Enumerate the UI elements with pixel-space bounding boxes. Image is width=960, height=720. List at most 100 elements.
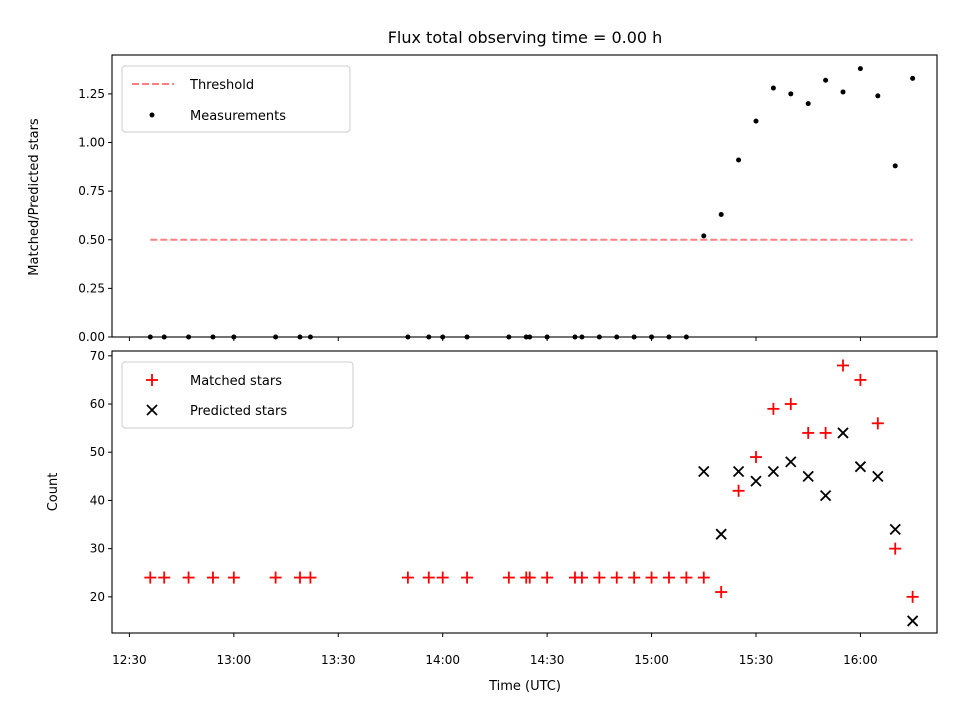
x-axis-label: Time (UTC) [488, 679, 561, 694]
measurement-point [701, 233, 707, 239]
predicted-stars-legend-marker [146, 404, 158, 416]
measurement-point [857, 66, 863, 72]
bottom-y-tick-label: 50 [90, 445, 105, 459]
matched-star-point [819, 426, 832, 439]
bottom-axes-frame [111, 350, 938, 634]
measurement-point [910, 75, 916, 81]
x-tick-label: 15:30 [739, 653, 774, 667]
x-tick-label: 14:30 [530, 653, 565, 667]
predicted-star-point [906, 615, 919, 627]
measurement-point [718, 211, 724, 217]
predicted-star-point [715, 528, 727, 540]
matched-star-point [541, 571, 554, 584]
predicted-star-point [854, 461, 867, 473]
predicted-stars-legend-label: Predicted stars [190, 404, 287, 419]
matched-star-point [889, 542, 902, 555]
matched-star-point [593, 571, 606, 584]
top-y-tick-label: 1.25 [78, 87, 105, 101]
x-tick-label: 12:30 [112, 653, 147, 667]
x-tick-label: 13:30 [321, 653, 356, 667]
measurement-point [823, 77, 829, 83]
measurement-point [736, 157, 742, 163]
matched-star-point [401, 571, 414, 584]
bottom-y-axis-label: Count [46, 473, 61, 512]
matched-star-point [680, 571, 693, 584]
matched-star-point [749, 451, 762, 464]
bottom-y-tick-label: 30 [90, 542, 105, 556]
threshold-legend-label: Threshold [189, 78, 254, 93]
measurement-point [892, 163, 898, 169]
x-tick-label: 13:00 [217, 653, 252, 667]
predicted-star-point [819, 489, 832, 502]
top-chart-title: Flux total observing time = 0.00 h [388, 28, 663, 47]
top-legend-box [121, 65, 351, 133]
bottom-legend: Matched stars Predicted stars [121, 361, 354, 429]
matched-star-point [502, 571, 515, 584]
predicted-star-point [802, 470, 814, 482]
top-y-tick-label: 0.00 [78, 330, 105, 344]
predicted-star-point [750, 475, 762, 487]
matched-star-point [645, 571, 658, 584]
predicted-star-point [698, 465, 710, 478]
top-axes-frame [111, 54, 938, 338]
measurement-point [840, 89, 846, 95]
matched-star-point [854, 373, 867, 386]
matched-star-point [304, 571, 317, 584]
matched-star-point [206, 571, 219, 584]
matched-star-point [293, 571, 306, 584]
matched-star-point [144, 571, 157, 584]
x-tick-label: 16:00 [843, 653, 878, 667]
matched-star-point [422, 571, 435, 584]
matched-stars-legend-label: Matched stars [190, 374, 282, 389]
matched-star-point [436, 571, 449, 584]
matched-star-point [767, 402, 780, 415]
top-legend: Threshold Measurements [121, 65, 351, 133]
matched-star-point [523, 571, 536, 584]
matched-star-point [158, 571, 171, 584]
top-y-tick-label: 1.00 [78, 136, 105, 150]
matched-stars-legend-marker [146, 374, 158, 386]
matched-star-point [732, 484, 745, 497]
bottom-y-tick-label: 60 [90, 397, 105, 411]
matched-star-point [662, 571, 675, 584]
bottom-y-tick-label: 70 [90, 349, 105, 363]
top-y-tick-label: 0.25 [78, 281, 105, 295]
measurements-legend-label: Measurements [190, 109, 286, 124]
matched-star-point [610, 571, 623, 584]
matched-star-point [802, 426, 815, 439]
matched-star-point [182, 571, 195, 584]
measurement-point [875, 93, 881, 99]
matched-star-point [269, 571, 282, 584]
top-y-tick-label: 0.50 [78, 233, 105, 247]
predicted-star-point [889, 523, 901, 535]
predicted-star-point [732, 465, 745, 478]
bottom-y-tick-label: 20 [90, 590, 105, 604]
matched-star-point [871, 417, 884, 430]
top-y-tick-label: 0.75 [78, 184, 105, 198]
bottom-y-tick-label: 40 [90, 493, 105, 507]
measurement-point [805, 101, 811, 107]
bottom-legend-box [121, 361, 354, 429]
predicted-star-point [837, 427, 849, 439]
measurement-point [753, 118, 759, 124]
matched-star-point [575, 571, 588, 584]
measurement-point [770, 85, 776, 91]
matched-star-point [715, 586, 728, 599]
matched-star-point [697, 571, 710, 584]
matched-star-point [628, 571, 641, 584]
matched-star-point [227, 571, 240, 584]
top-y-axis-label: Matched/Predicted stars [27, 118, 42, 276]
x-tick-label: 15:00 [634, 653, 669, 667]
measurements-legend-marker [149, 112, 155, 118]
predicted-star-point [872, 470, 884, 482]
predicted-star-point [767, 465, 780, 478]
top-plot-area: 0.00 0.25 0.50 0.75 1.00 1.25 [78, 66, 916, 344]
matched-star-point [837, 359, 850, 372]
matched-star-point [461, 571, 474, 584]
bottom-plot-area: 20 30 40 50 60 70 12:30 13:00 13:30 14:00 14:30 15:… [90, 349, 919, 667]
predicted-star-point [785, 456, 797, 468]
x-tick-label: 14:00 [425, 653, 460, 667]
matched-star-point [906, 590, 919, 603]
matched-star-point [784, 398, 797, 411]
